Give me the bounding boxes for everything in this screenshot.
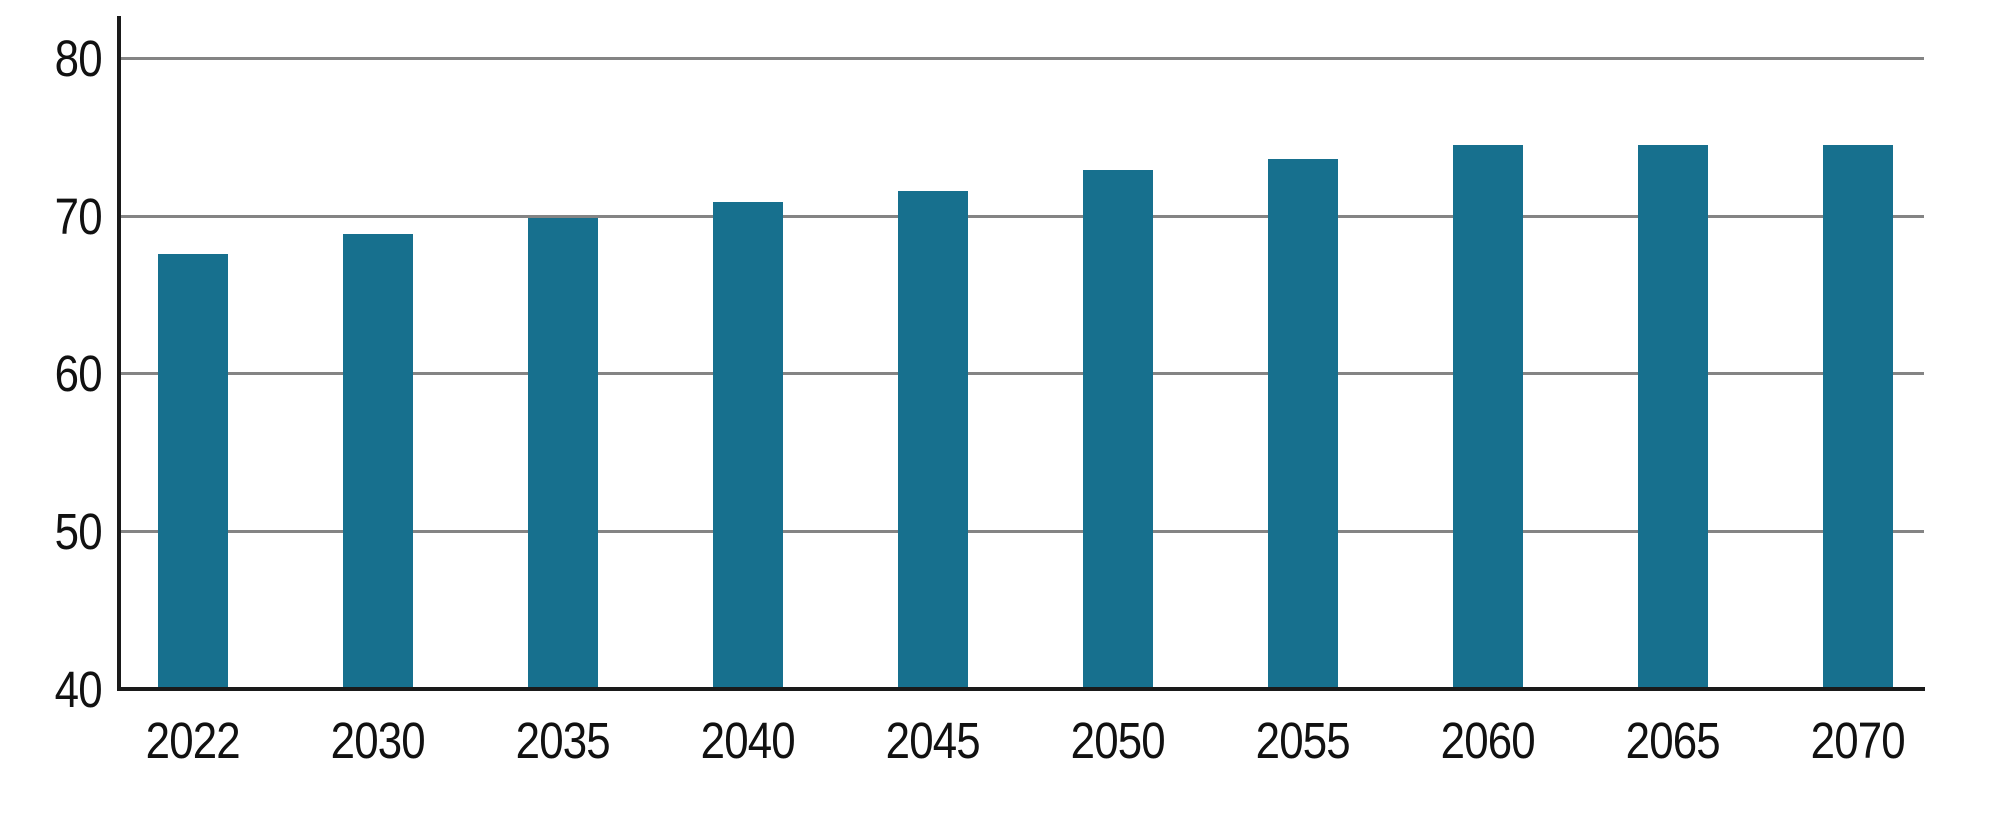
x-tick-label-2035: 2035: [515, 711, 610, 769]
gridline-50: [119, 529, 1924, 533]
x-tick-label-2030: 2030: [330, 711, 425, 769]
gridline-80: [119, 57, 1924, 61]
bar-2022: [157, 254, 228, 689]
bar-2035: [527, 217, 598, 689]
bar-2055: [1267, 159, 1338, 689]
y-tick-label-40: 40: [54, 660, 103, 718]
x-tick-label-2040: 2040: [700, 711, 795, 769]
x-tick-label-2050: 2050: [1070, 711, 1165, 769]
x-tick-label-2070: 2070: [1810, 711, 1905, 769]
y-tick-label-70: 70: [54, 187, 103, 245]
x-tick-label-2060: 2060: [1440, 711, 1535, 769]
bar-2040: [712, 202, 783, 689]
gridline-70: [119, 214, 1924, 218]
y-tick-label-50: 50: [54, 502, 103, 560]
y-tick-label-60: 60: [54, 345, 103, 403]
bar-2030: [342, 233, 413, 689]
bar-2070: [1822, 145, 1893, 689]
bar-2050: [1082, 170, 1153, 689]
y-axis-line: [117, 16, 121, 691]
y-tick-label-80: 80: [54, 30, 103, 88]
x-tick-label-2065: 2065: [1625, 711, 1720, 769]
x-axis-line: [117, 687, 1925, 691]
bar-2065: [1637, 145, 1708, 689]
x-tick-label-2045: 2045: [885, 711, 980, 769]
gridline-60: [119, 372, 1924, 376]
bar-2060: [1452, 145, 1523, 689]
x-tick-label-2022: 2022: [145, 711, 240, 769]
x-tick-label-2055: 2055: [1255, 711, 1350, 769]
bar-2045: [897, 190, 968, 689]
